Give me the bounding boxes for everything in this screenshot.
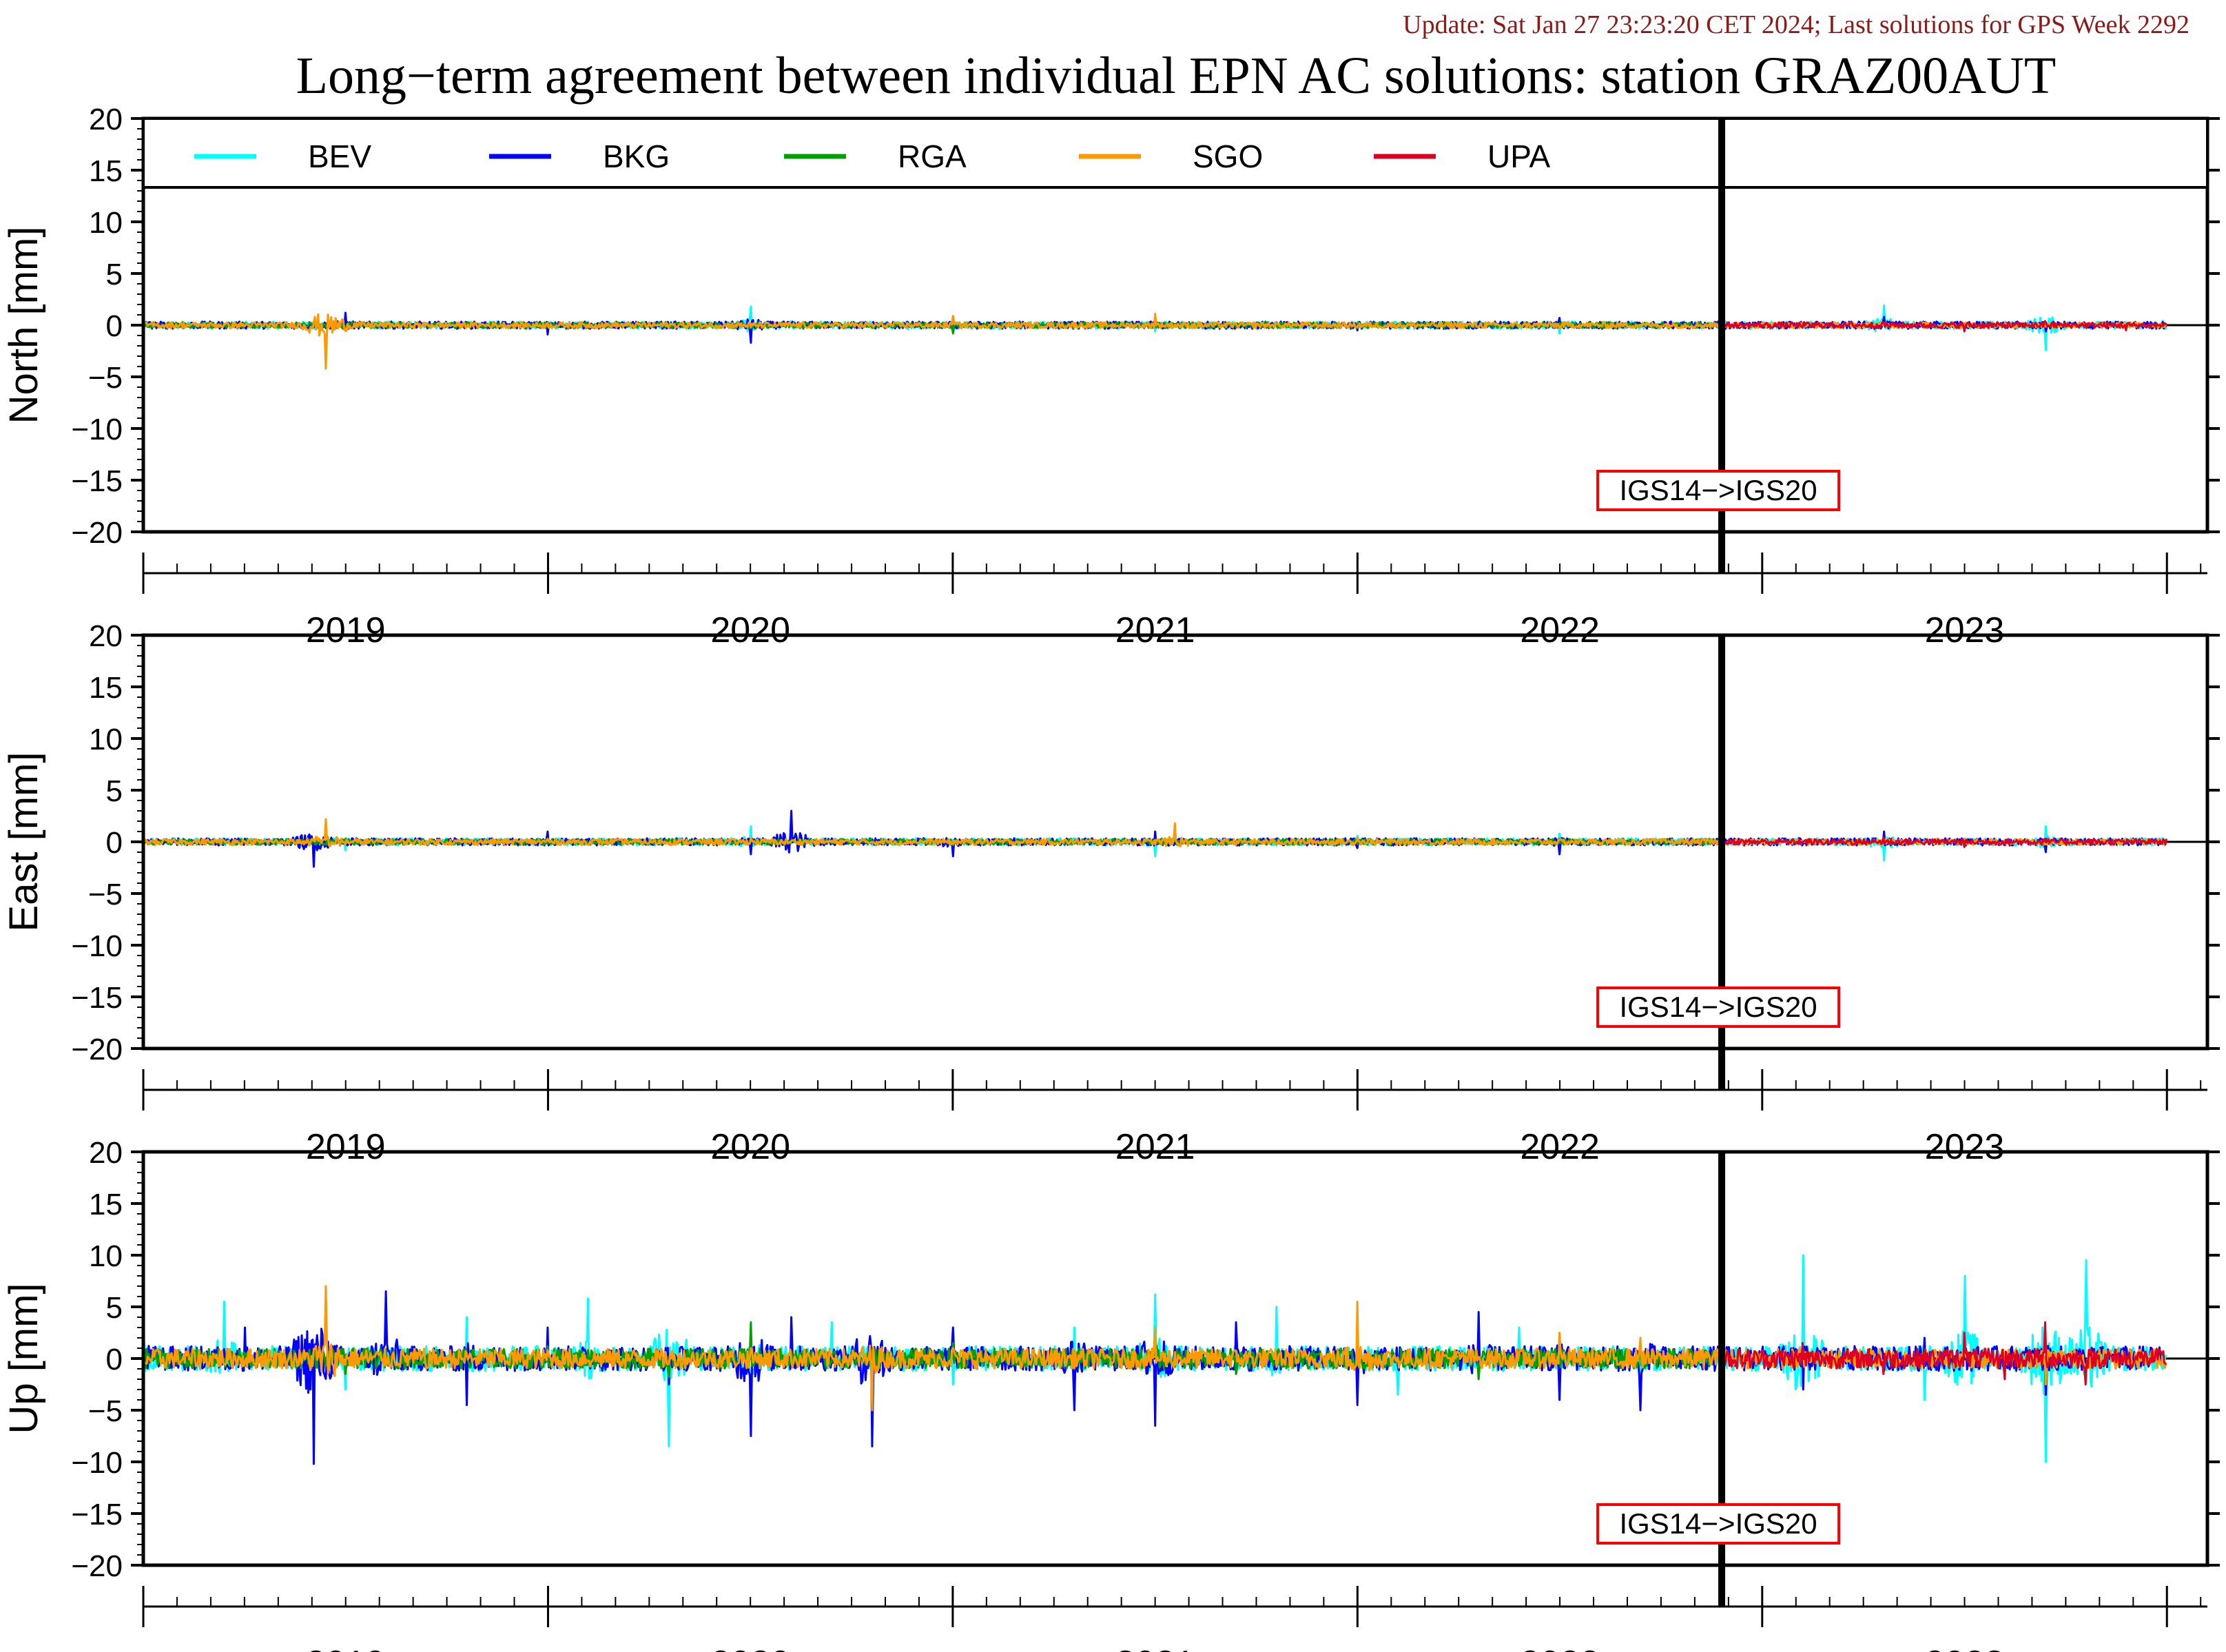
y-axis-label: East [mm] [1, 752, 46, 931]
y-tick-label: 5 [106, 1291, 123, 1325]
x-tick-label: 2022 [1520, 610, 1600, 650]
y-tick-label: −10 [71, 929, 123, 963]
series-upa [1720, 320, 2167, 333]
x-tick-label: 2023 [1925, 610, 2005, 650]
data-layer [143, 809, 2168, 868]
y-tick-label: 10 [89, 723, 123, 756]
y-tick-label: 15 [89, 154, 123, 188]
y-tick-label: 15 [89, 671, 123, 705]
x-tick-label: 2020 [710, 610, 790, 650]
y-axis-label: Up [mm] [1, 1283, 46, 1434]
chart-panels: BEV BKG RGA SGO UPA 20 15 10 5 0 −5 −10 −15 −20 North … [1, 103, 2220, 1652]
y-tick-label: −20 [71, 516, 123, 550]
x-tick-label: 2023 [1925, 1644, 2005, 1652]
y-tick-label: 20 [89, 619, 123, 653]
legend-label-upa: UPA [1487, 138, 1550, 174]
y-tick-label: −15 [71, 464, 123, 498]
legend-label-bkg: BKG [603, 138, 670, 174]
y-tick-label: 0 [106, 826, 123, 860]
y-tick-label: 20 [89, 1136, 123, 1170]
legend-label-bev: BEV [308, 138, 371, 174]
x-tick-label: 2023 [1925, 1127, 2005, 1167]
panel-north: BEV BKG RGA SGO UPA 20 15 10 5 0 −5 −10 −15 −20 North … [1, 103, 2220, 650]
series-upa [1720, 836, 2168, 848]
y-tick-label: −20 [71, 1549, 123, 1583]
y-tick-label: 0 [106, 1343, 123, 1376]
panel-east: 20 15 10 5 0 −5 −10 −15 −20 East [mm] 2019 2020 2021… [1, 619, 2220, 1167]
panel-up: 20 15 10 5 0 −5 −10 −15 −20 Up [mm] 2019 2020 2021 20… [1, 1136, 2220, 1652]
legend-box [142, 117, 2209, 189]
x-tick-label: 2019 [306, 610, 386, 650]
y-tick-label: −5 [88, 361, 123, 395]
frame-change-label: IGS14−>IGS20 [1619, 474, 1817, 506]
frame-change-box [1596, 470, 1841, 511]
y-tick-label: 5 [106, 774, 123, 808]
x-tick-label: 2019 [306, 1127, 386, 1167]
frame-change-box [1596, 1503, 1841, 1545]
x-tick-label: 2022 [1520, 1127, 1600, 1167]
y-axis-label: North [mm] [1, 227, 46, 424]
y-tick-label: 20 [89, 103, 123, 136]
data-layer [143, 304, 2167, 370]
y-tick-label: −15 [71, 981, 123, 1015]
y-tick-label: 0 [106, 309, 123, 343]
legend-label-sgo: SGO [1193, 138, 1263, 174]
y-tick-label: −10 [71, 413, 123, 446]
x-tick-label: 2021 [1115, 1644, 1195, 1652]
x-tick-label: 2020 [710, 1127, 790, 1167]
y-tick-label: 10 [89, 206, 123, 240]
y-tick-label: −15 [71, 1498, 123, 1531]
x-tick-label: 2019 [306, 1644, 386, 1652]
frame-change-label: IGS14−>IGS20 [1619, 1507, 1817, 1540]
data-layer [143, 1254, 2167, 1465]
y-tick-label: −20 [71, 1033, 123, 1066]
y-tick-label: 15 [89, 1188, 123, 1221]
legend: BEV BKG RGA SGO UPA [142, 117, 2209, 189]
x-tick-label: 2022 [1520, 1644, 1600, 1652]
y-tick-label: 10 [89, 1239, 123, 1273]
x-tick-label: 2021 [1115, 610, 1195, 650]
y-tick-label: −5 [88, 1394, 123, 1428]
series-upa [1720, 1321, 2167, 1385]
y-tick-label: −5 [88, 878, 123, 911]
series-sgo [143, 313, 2167, 370]
x-tick-label: 2020 [710, 1644, 790, 1652]
frame-change-label: IGS14−>IGS20 [1619, 991, 1817, 1023]
x-tick-label: 2021 [1115, 1127, 1195, 1167]
update-timestamp: Update: Sat Jan 27 23:23:20 CET 2024; La… [1403, 10, 2189, 39]
chart-title: Long−term agreement between individual E… [296, 47, 2057, 105]
y-tick-label: 5 [106, 258, 123, 291]
frame-change-box [1596, 987, 1841, 1028]
y-tick-label: −10 [71, 1446, 123, 1480]
legend-label-rga: RGA [898, 138, 967, 174]
